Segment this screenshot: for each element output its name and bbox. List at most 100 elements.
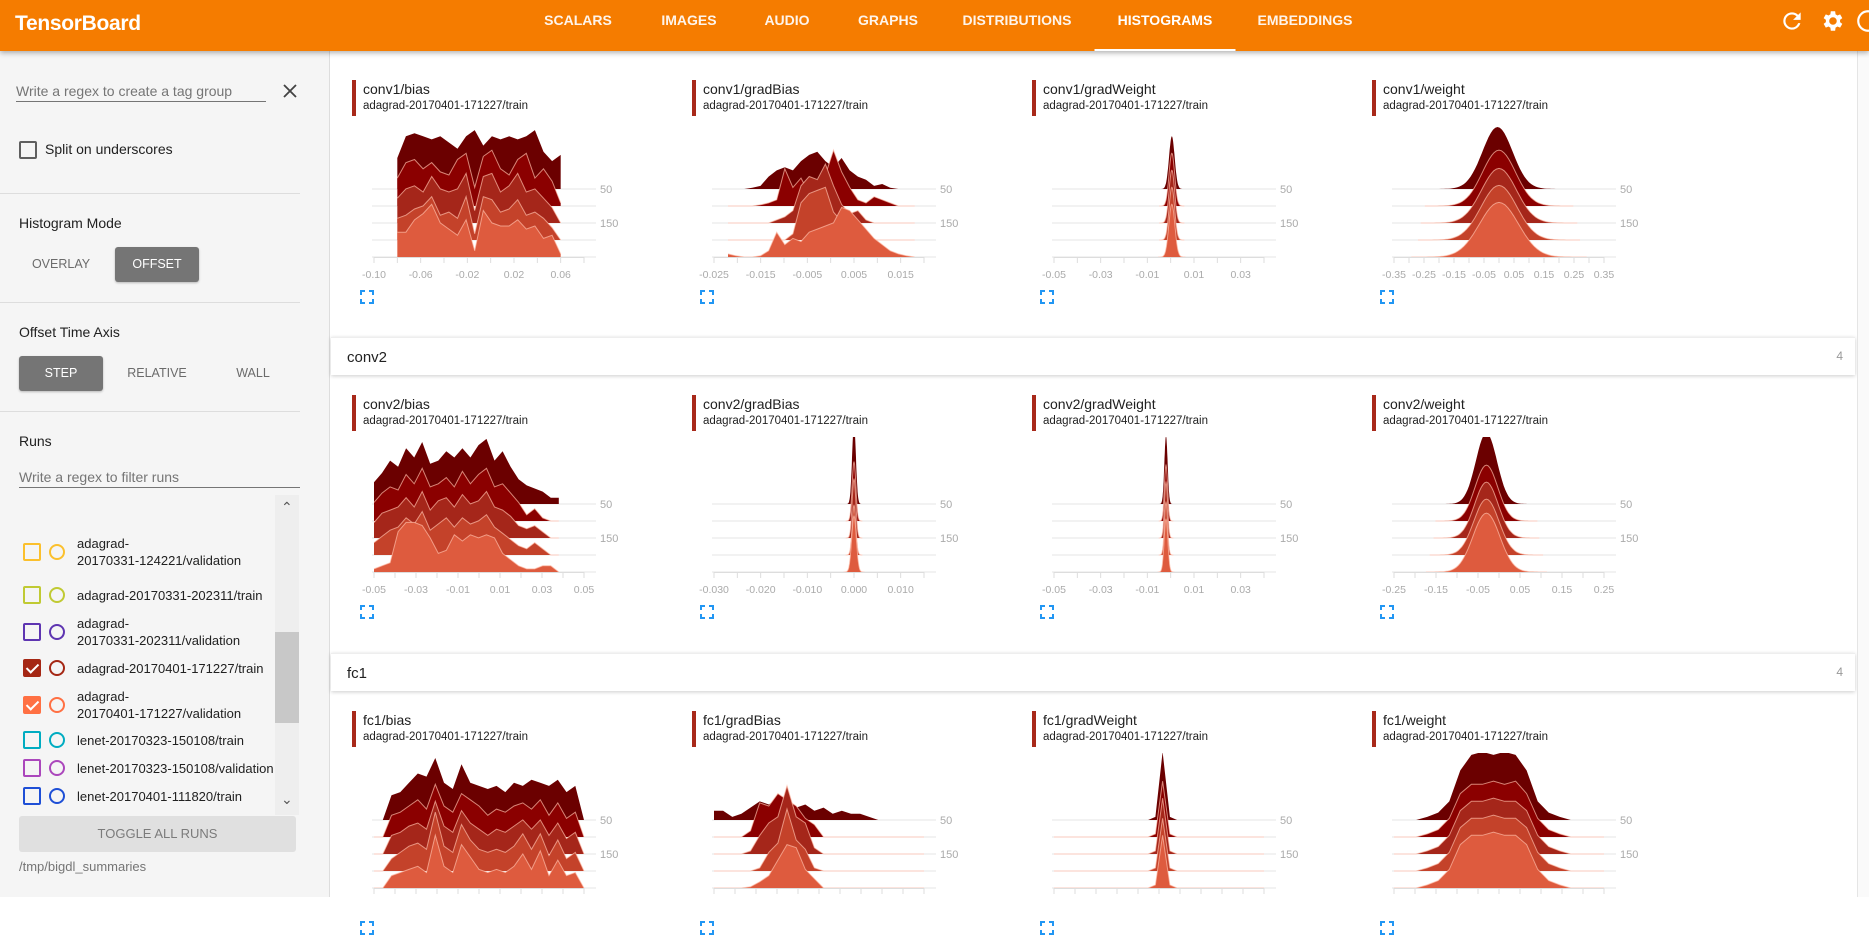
page-scrollbar[interactable] — [1857, 51, 1869, 897]
y-tick-label: 50 — [600, 815, 612, 827]
toggle-all-runs-button[interactable]: TOGGLE ALL RUNS — [19, 816, 296, 852]
run-checkbox[interactable] — [23, 659, 41, 677]
histogram-slice — [1425, 513, 1547, 572]
overlay-button[interactable]: OVERLAY — [31, 257, 91, 271]
split-underscores-checkbox[interactable] — [19, 141, 37, 159]
run-checkbox[interactable] — [23, 623, 41, 641]
y-tick-label: 150 — [1280, 218, 1298, 230]
run-item[interactable]: adagrad- 20170331-124221/validation — [19, 532, 275, 572]
tab-graphs[interactable]: GRAPHS — [858, 12, 918, 28]
step-button[interactable]: STEP — [19, 356, 103, 391]
run-checkbox[interactable] — [23, 759, 41, 777]
x-tick-label: 0.02 — [504, 269, 525, 281]
chart-title: conv2/gradWeight — [1043, 396, 1156, 412]
y-tick-label: 50 — [1620, 815, 1632, 827]
expand-icon[interactable] — [1040, 605, 1054, 619]
tab-embeddings[interactable]: EMBEDDINGS — [1257, 12, 1353, 28]
x-tick-label: -0.030 — [699, 584, 729, 596]
histogram-chart: 50 150 -0.030 -0.020 -0.010 0.000 0.010 — [699, 437, 958, 596]
expand-icon[interactable] — [700, 290, 714, 304]
expand-icon[interactable] — [360, 290, 374, 304]
run-color-circle-icon[interactable] — [49, 544, 65, 560]
relative-button[interactable]: RELATIVE — [127, 366, 187, 380]
run-color-circle-icon[interactable] — [49, 788, 65, 804]
run-color-circle-icon[interactable] — [49, 760, 65, 776]
expand-icon[interactable] — [1380, 290, 1394, 304]
x-tick-label: 0.15 — [1534, 269, 1555, 281]
scroll-down-icon[interactable]: ⌄ — [281, 791, 293, 807]
close-icon[interactable] — [282, 83, 298, 99]
section-header-conv2[interactable]: conv2 4 — [331, 337, 1855, 375]
wall-button[interactable]: WALL — [236, 366, 270, 380]
settings-icon[interactable] — [1819, 8, 1845, 34]
section-header-fc1[interactable]: fc1 4 — [331, 653, 1855, 691]
histogram-slice-outline — [374, 782, 585, 838]
histogram-slice — [374, 522, 559, 572]
offset-button[interactable]: OFFSET — [115, 247, 199, 282]
section-count: 4 — [1836, 665, 1843, 679]
run-item[interactable]: adagrad-20170331-202311/train — [19, 575, 275, 615]
y-tick-label: 50 — [1620, 184, 1632, 196]
histogram-slice-outline — [1411, 201, 1587, 258]
histogram-mode-label: Histogram Mode — [19, 215, 122, 231]
histogram-slice-outline — [1435, 464, 1538, 522]
runs-filter-input[interactable] — [19, 467, 300, 488]
run-label: adagrad-20170331-202311/train — [77, 587, 263, 603]
tag-group-regex-input[interactable] — [16, 81, 266, 102]
x-tick-label: -0.01 — [446, 584, 470, 596]
run-checkbox[interactable] — [23, 731, 41, 749]
expand-icon[interactable] — [360, 921, 374, 935]
chart-run-name: adagrad-20170401-171227/train — [363, 415, 528, 427]
run-color-circle-icon[interactable] — [49, 697, 65, 713]
run-color-circle-icon[interactable] — [49, 732, 65, 748]
histogram-slice — [1158, 204, 1186, 257]
run-color-circle-icon[interactable] — [49, 660, 65, 676]
run-checkbox[interactable] — [23, 696, 41, 714]
x-tick-label: 0.03 — [1230, 584, 1251, 596]
run-item[interactable]: lenet-20170401-111820/train — [19, 776, 275, 815]
chart-title: conv1/gradBias — [703, 81, 800, 97]
x-tick-label: 0.35 — [1594, 269, 1615, 281]
x-tick-label: -0.015 — [746, 269, 776, 281]
tab-histograms[interactable]: HISTOGRAMS — [1094, 0, 1236, 51]
expand-icon[interactable] — [1040, 921, 1054, 935]
run-item[interactable]: lenet-20170401-111820/validation — [19, 804, 275, 815]
section-title: conv2 — [347, 349, 388, 366]
x-tick-label: -0.025 — [699, 269, 729, 281]
tab-audio[interactable]: AUDIO — [764, 12, 810, 28]
histogram-slice-outline — [1054, 798, 1264, 855]
run-checkbox[interactable] — [23, 787, 41, 805]
expand-icon[interactable] — [700, 921, 714, 935]
expand-icon[interactable] — [700, 605, 714, 619]
runs-scrollbar-thumb[interactable] — [275, 632, 299, 723]
run-item[interactable]: lenet-20170323-150108/validation — [19, 748, 275, 788]
histogram-slice — [1394, 832, 1604, 888]
histogram-slice — [374, 758, 584, 820]
run-checkbox[interactable] — [23, 586, 41, 604]
expand-icon[interactable] — [1380, 605, 1394, 619]
run-color-circle-icon[interactable] — [49, 587, 65, 603]
expand-icon[interactable] — [1380, 921, 1394, 935]
expand-icon[interactable] — [1040, 290, 1054, 304]
run-label: adagrad-20170401-171227/train — [77, 660, 264, 676]
tab-distributions[interactable]: DISTRIBUTIONS — [962, 12, 1072, 28]
refresh-icon[interactable] — [1779, 8, 1805, 34]
scroll-up-icon[interactable]: ⌃ — [281, 499, 293, 515]
x-tick-label: 0.005 — [841, 269, 867, 281]
run-checkbox[interactable] — [23, 543, 41, 561]
chart-title: conv1/weight — [1383, 81, 1465, 97]
chart-title: conv2/weight — [1383, 396, 1465, 412]
tab-scalars[interactable]: SCALARS — [544, 12, 612, 28]
expand-icon[interactable] — [360, 605, 374, 619]
run-item[interactable]: adagrad-20170401-171227/train — [19, 648, 275, 688]
histogram-slice-outline — [1424, 149, 1574, 207]
tab-images[interactable]: IMAGES — [661, 12, 717, 28]
chart-run-name: adagrad-20170401-171227/train — [703, 731, 868, 743]
run-item[interactable]: adagrad- 20170331-202311/validation — [19, 612, 275, 652]
help-icon[interactable] — [1855, 8, 1869, 34]
run-item[interactable]: lenet-20170323-150108/train — [19, 720, 275, 760]
run-color-circle-icon[interactable] — [49, 624, 65, 640]
chart-run-name: adagrad-20170401-171227/train — [363, 731, 528, 743]
y-tick-label: 150 — [1620, 533, 1638, 545]
run-item[interactable]: adagrad- 20170401-171227/validation — [19, 685, 275, 725]
